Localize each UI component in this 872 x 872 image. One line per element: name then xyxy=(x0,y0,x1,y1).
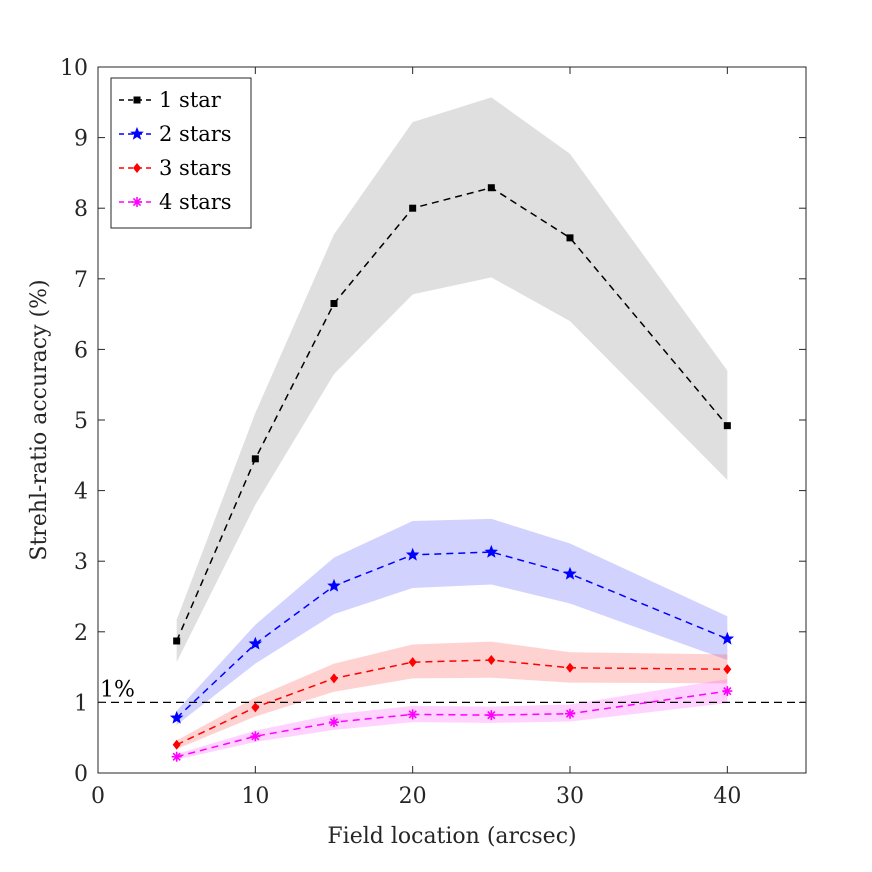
x-tick-label: 30 xyxy=(556,784,584,809)
y-tick-label: 5 xyxy=(74,409,88,434)
series-4-point-4 xyxy=(407,709,418,720)
x-tick-label: 10 xyxy=(241,784,269,809)
series-3 xyxy=(172,655,732,750)
series-3-point-7 xyxy=(723,664,732,675)
legend-entry-1: 1 star xyxy=(119,88,222,112)
series-4-point-6 xyxy=(565,708,575,719)
band-2 xyxy=(176,518,728,725)
y-tick-label: 7 xyxy=(74,268,88,293)
legend-entry-3: 3 stars xyxy=(119,156,232,180)
legend-label: 2 stars xyxy=(159,122,232,146)
series-4 xyxy=(171,686,733,762)
series-2-point-5 xyxy=(484,544,499,558)
y-tick-label: 1 xyxy=(74,691,88,716)
series-2-point-4 xyxy=(405,547,420,561)
series-1-point-5 xyxy=(487,184,495,192)
band-1 xyxy=(176,97,728,663)
series-3-point-4 xyxy=(408,657,417,668)
y-tick-label: 9 xyxy=(74,127,88,152)
legend-label: 4 stars xyxy=(159,190,232,214)
series-1 xyxy=(173,184,731,645)
series-1-point-1 xyxy=(173,637,181,645)
y-tick-label: 10 xyxy=(60,56,88,81)
y-axis: 0 1 2 3 4 5 6 7 8 9 10 xyxy=(60,56,806,787)
y-tick-label: 3 xyxy=(74,550,88,575)
legend-label: 1 star xyxy=(159,88,222,112)
series-3-point-3 xyxy=(330,673,338,684)
x-axis-label: Field location (arcsec) xyxy=(327,824,576,849)
legend-marker xyxy=(132,197,142,207)
y-tick-label: 0 xyxy=(74,762,88,787)
series-3-point-1 xyxy=(172,739,181,750)
legend-label: 3 stars xyxy=(159,156,232,180)
series-2-point-1 xyxy=(169,710,184,724)
y-tick-label: 4 xyxy=(74,480,88,505)
series-2 xyxy=(169,544,735,724)
series-4-point-7 xyxy=(722,686,733,697)
series-1-point-7 xyxy=(723,422,731,430)
series-2-point-6 xyxy=(563,566,577,580)
series-4-point-5 xyxy=(486,710,497,721)
legend-marker xyxy=(133,96,141,104)
legend: 1 star 2 stars 3 stars 4 stars xyxy=(110,77,252,229)
band-3 xyxy=(176,641,728,749)
reference-line-label: 1% xyxy=(100,677,135,702)
series-2-point-3 xyxy=(327,578,341,592)
series-2-point-2 xyxy=(248,636,263,650)
series-3-point-5 xyxy=(487,655,496,666)
y-tick-label: 2 xyxy=(74,621,88,646)
series-1-point-4 xyxy=(409,204,417,212)
legend-marker xyxy=(133,163,141,173)
x-tick-label: 0 xyxy=(91,784,105,809)
bands-layer xyxy=(176,97,728,760)
x-tick-label: 20 xyxy=(399,784,427,809)
legend-entry-4: 4 stars xyxy=(119,190,232,214)
series-4-point-2 xyxy=(250,731,261,742)
series-layer xyxy=(169,184,735,762)
y-tick-label: 8 xyxy=(74,197,88,222)
band-4 xyxy=(176,679,728,760)
series-2-point-7 xyxy=(720,631,735,645)
series-1-point-2 xyxy=(251,455,259,463)
legend-entry-2: 2 stars xyxy=(119,122,232,146)
x-tick-label: 40 xyxy=(713,784,741,809)
series-1-point-6 xyxy=(566,234,574,242)
legend-marker xyxy=(130,126,144,140)
series-3-point-2 xyxy=(251,702,260,713)
series-1-point-3 xyxy=(330,300,338,308)
x-axis: 0 10 20 30 40 xyxy=(91,67,741,809)
series-3-point-6 xyxy=(566,662,574,673)
y-axis-label: Strehl-ratio accuracy (%) xyxy=(27,279,52,560)
y-tick-label: 6 xyxy=(74,338,88,363)
series-4-point-3 xyxy=(329,717,339,728)
series-4-point-1 xyxy=(171,751,182,762)
